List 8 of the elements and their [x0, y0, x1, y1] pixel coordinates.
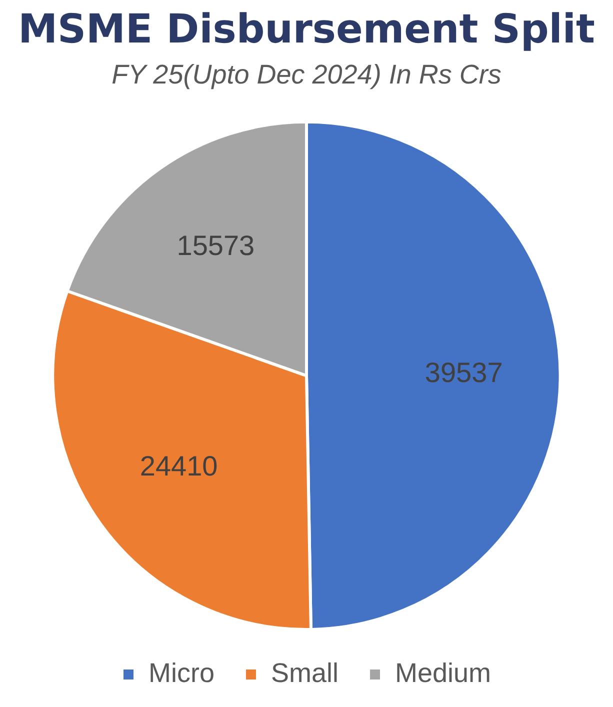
- chart-subtitle: FY 25(Upto Dec 2024) In Rs Crs: [112, 60, 502, 90]
- legend-label: Small: [270, 658, 338, 688]
- chart-title: MSME Disbursement Split: [18, 6, 595, 52]
- data-label: 24410: [140, 450, 218, 482]
- data-label: 39537: [424, 357, 503, 388]
- legend-label: Medium: [394, 658, 492, 688]
- legend-label: Micro: [148, 658, 214, 688]
- data-label: 15573: [176, 230, 255, 261]
